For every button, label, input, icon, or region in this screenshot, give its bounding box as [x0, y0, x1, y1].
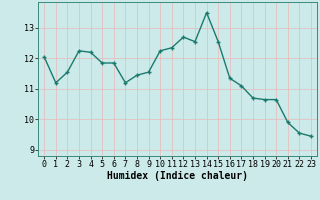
- X-axis label: Humidex (Indice chaleur): Humidex (Indice chaleur): [107, 171, 248, 181]
